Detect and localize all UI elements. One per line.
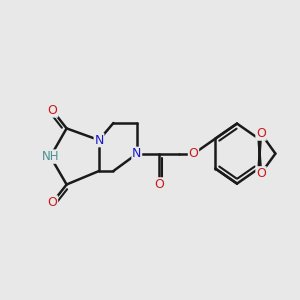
Text: O: O xyxy=(189,147,198,161)
Text: O: O xyxy=(154,178,164,191)
Text: NH: NH xyxy=(42,150,59,163)
Text: O: O xyxy=(256,127,266,140)
Text: N: N xyxy=(94,134,104,147)
Text: O: O xyxy=(48,196,57,209)
Text: O: O xyxy=(256,167,266,180)
Text: N: N xyxy=(132,147,142,161)
Text: O: O xyxy=(48,104,57,117)
